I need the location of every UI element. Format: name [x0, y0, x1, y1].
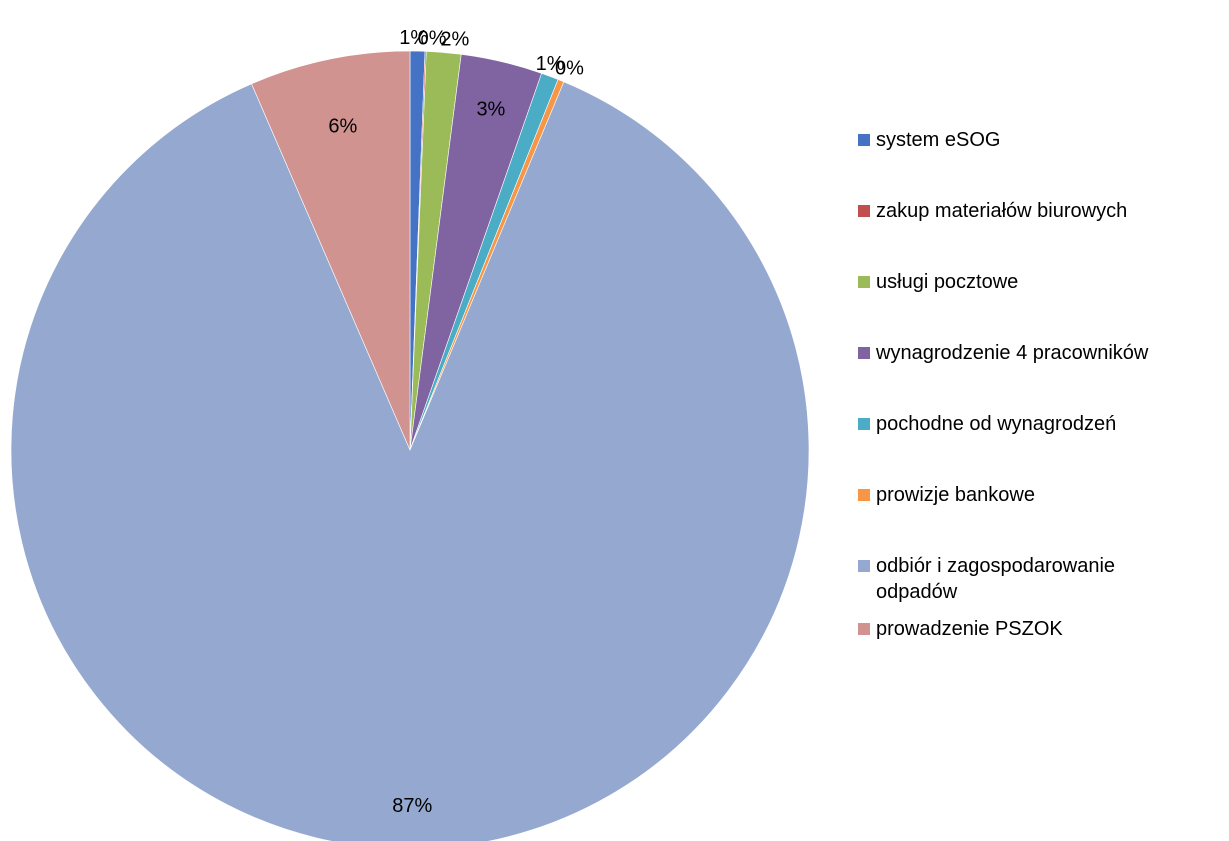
- pie-data-labels: 1%0%2%3%1%0%87%6%: [328, 27, 584, 817]
- pie-slice: [10, 81, 810, 841]
- legend-item-prowadzenie-pszok: prowadzenie PSZOK: [858, 616, 1229, 642]
- pie-slices: [10, 50, 810, 841]
- data-label: 3%: [476, 98, 505, 120]
- legend-swatch: [858, 623, 870, 635]
- data-label: 1%: [536, 53, 565, 75]
- data-label: 6%: [328, 116, 357, 138]
- legend-label: system eSOG: [876, 129, 1001, 151]
- legend-item-system-esog: system eSOG: [858, 127, 1229, 153]
- data-label: 87%: [392, 795, 432, 817]
- legend-item-odbior-i-zagospodarowanie-odpadow: odbiór i zagospodarowanie odpadów: [858, 553, 1196, 605]
- legend-label: zakup materiałów biurowych: [876, 200, 1128, 222]
- legend: system eSOG zakup materiałów biurowych u…: [858, 127, 1229, 642]
- data-label: 2%: [440, 28, 469, 50]
- legend-swatch: [858, 489, 870, 501]
- pie-slice: [251, 50, 411, 451]
- legend-label: prowadzenie PSZOK: [876, 618, 1063, 640]
- legend-label: wynagrodzenie 4 pracowników: [876, 342, 1149, 364]
- legend-label: usługi pocztowe: [876, 271, 1019, 293]
- legend-swatch: [858, 205, 870, 217]
- legend-item-uslugi-pocztowe: usługi pocztowe: [858, 269, 1229, 295]
- legend-swatch: [858, 560, 870, 572]
- legend-item-pochodne-od-wynagrodzen: pochodne od wynagrodzeń: [858, 411, 1229, 437]
- legend-item-prowizje-bankowe: prowizje bankowe: [858, 482, 1229, 508]
- legend-swatch: [858, 347, 870, 359]
- legend-item-zakup-materialow-biurowych: zakup materiałów biurowych: [858, 198, 1229, 224]
- legend-item-wynagrodzenie-4-pracownikow: wynagrodzenie 4 pracowników: [858, 340, 1229, 366]
- data-label: 0%: [555, 58, 584, 80]
- legend-swatch: [858, 134, 870, 146]
- legend-label: prowizje bankowe: [876, 484, 1035, 506]
- data-label: 0%: [418, 27, 447, 49]
- data-label: 1%: [399, 27, 428, 49]
- legend-swatch: [858, 418, 870, 430]
- legend-label: odbiór i zagospodarowanie odpadów: [876, 555, 1116, 603]
- legend-label: pochodne od wynagrodzeń: [876, 413, 1117, 435]
- legend-swatch: [858, 276, 870, 288]
